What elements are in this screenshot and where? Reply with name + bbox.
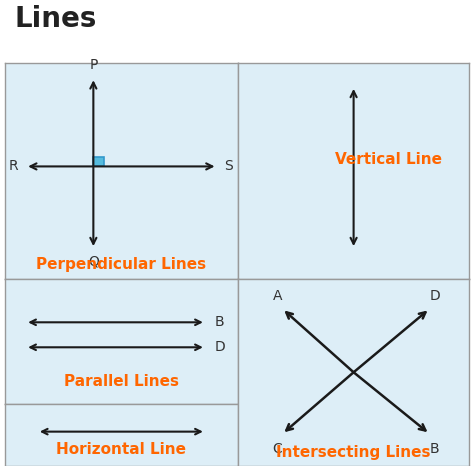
Text: Lines: Lines bbox=[14, 5, 97, 33]
Text: R: R bbox=[9, 159, 19, 173]
Bar bbox=[93, 157, 104, 166]
Text: Q: Q bbox=[88, 255, 99, 269]
Text: B: B bbox=[215, 315, 224, 329]
Text: P: P bbox=[89, 57, 98, 72]
Text: Parallel Lines: Parallel Lines bbox=[64, 374, 179, 389]
Text: B: B bbox=[430, 442, 439, 456]
Text: Vertical Line: Vertical Line bbox=[335, 152, 442, 167]
Text: D: D bbox=[215, 340, 225, 354]
Text: Horizontal Line: Horizontal Line bbox=[56, 442, 186, 457]
Text: Perpendicular Lines: Perpendicular Lines bbox=[36, 257, 206, 272]
Text: C: C bbox=[273, 442, 282, 456]
Text: S: S bbox=[224, 159, 233, 173]
Text: D: D bbox=[429, 289, 440, 303]
Text: Intersecting Lines: Intersecting Lines bbox=[276, 445, 431, 460]
Text: A: A bbox=[273, 289, 282, 303]
